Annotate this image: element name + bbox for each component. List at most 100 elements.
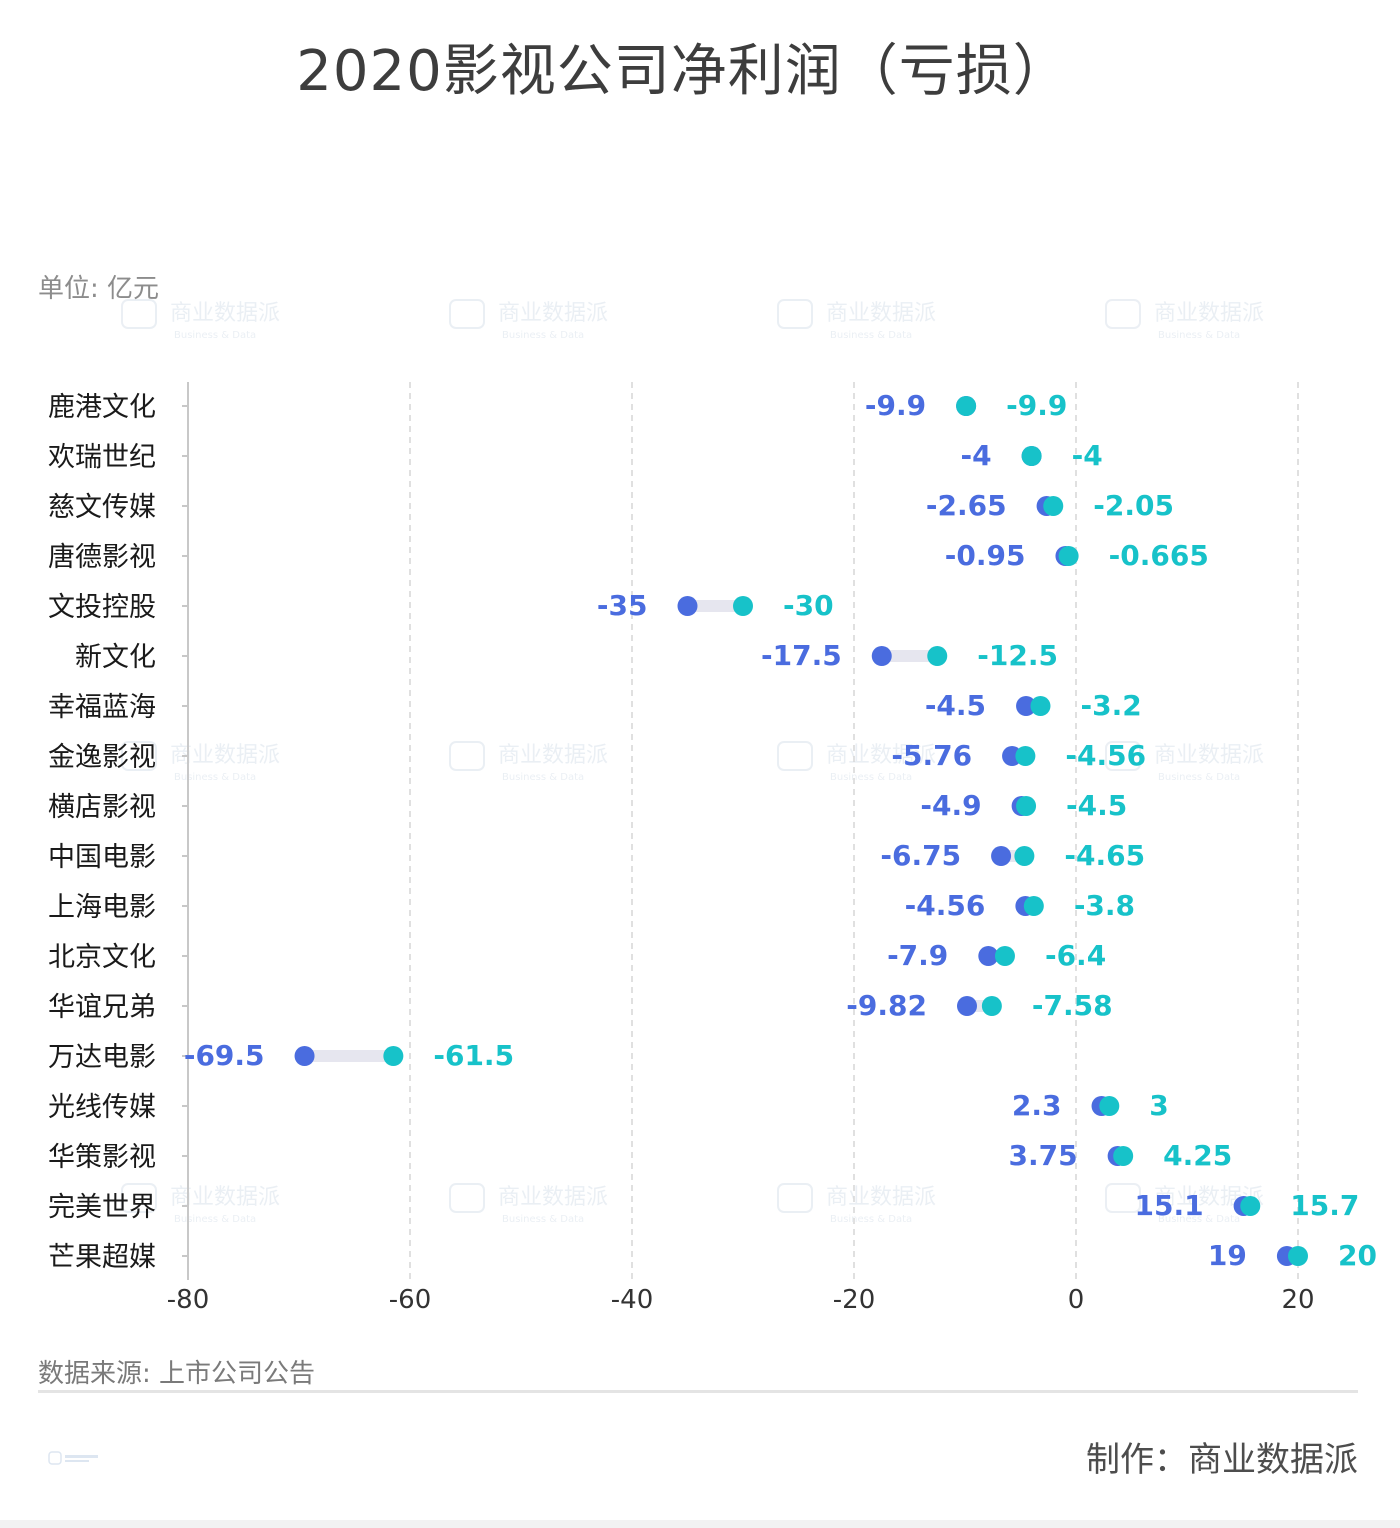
category-label: 金逸影视 bbox=[48, 742, 156, 773]
x-tick-label: -60 bbox=[389, 1285, 431, 1315]
high-value-label: -9.9 bbox=[1006, 389, 1067, 422]
high-value-label: 20 bbox=[1338, 1239, 1377, 1272]
low-value-label: -7.9 bbox=[887, 939, 948, 972]
watermark-logo-icon bbox=[121, 1183, 157, 1213]
low-point bbox=[677, 596, 698, 616]
watermark-logo-icon bbox=[121, 299, 157, 329]
category-label: 新文化 bbox=[75, 642, 156, 673]
watermark-text: 商业数据派 bbox=[826, 743, 936, 768]
low-value-label: -9.82 bbox=[846, 989, 927, 1022]
high-point bbox=[1021, 446, 1042, 466]
watermark-text: 商业数据派 bbox=[498, 301, 608, 326]
data-row: 上海电影 -4.56 -3.8 bbox=[48, 889, 1135, 923]
data-row: 北京文化 -7.9 -6.4 bbox=[48, 939, 1106, 973]
low-value-label: 3.75 bbox=[1009, 1139, 1078, 1172]
watermark-subtext: Business & Data bbox=[830, 330, 912, 341]
high-point bbox=[1099, 1096, 1120, 1116]
low-value-label: -4.5 bbox=[925, 689, 986, 722]
low-value-label: -4 bbox=[960, 439, 991, 472]
watermark-logo-icon bbox=[1105, 1183, 1141, 1213]
watermark: 商业数据派 Business & Data bbox=[121, 299, 280, 341]
watermark-subtext: Business & Data bbox=[174, 1214, 256, 1225]
bottom-band bbox=[0, 1520, 1400, 1528]
watermark: 商业数据派 Business & Data bbox=[449, 1183, 608, 1225]
watermark-subtext: Business & Data bbox=[830, 1214, 912, 1225]
high-value-label: -12.5 bbox=[977, 639, 1058, 672]
category-label: 光线传媒 bbox=[48, 1092, 156, 1123]
high-point bbox=[1240, 1196, 1261, 1216]
low-value-label: -6.75 bbox=[880, 839, 961, 872]
watermark-text: 商业数据派 bbox=[826, 301, 936, 326]
high-value-label: -3.8 bbox=[1074, 889, 1135, 922]
watermark: 商业数据派 Business & Data bbox=[449, 299, 608, 341]
data-row: 文投控股 -35 -30 bbox=[48, 589, 834, 623]
source-note: 数据来源: 上市公司公告 bbox=[38, 1359, 316, 1389]
watermark-subtext: Business & Data bbox=[1158, 330, 1240, 341]
data-row: 中国电影 -6.75 -4.65 bbox=[48, 839, 1145, 873]
watermark-logo-icon bbox=[777, 299, 813, 329]
chart-title: 2020影视公司净利润（亏损） bbox=[296, 39, 1070, 104]
high-point bbox=[994, 946, 1015, 966]
high-value-label: -3.2 bbox=[1080, 689, 1141, 722]
watermark-layer: 商业数据派 Business & Data 商业数据派 Business & Data… bbox=[121, 299, 1264, 1225]
high-point bbox=[1014, 846, 1035, 866]
high-value-label: 15.7 bbox=[1290, 1189, 1359, 1222]
watermark: 商业数据派 Business & Data bbox=[1105, 741, 1264, 783]
low-point bbox=[991, 846, 1012, 866]
category-label: 文投控股 bbox=[48, 592, 156, 623]
high-point bbox=[383, 1046, 404, 1066]
high-point bbox=[1015, 746, 1036, 766]
watermark: 商业数据派 Business & Data bbox=[449, 741, 608, 783]
high-value-label: -4.56 bbox=[1065, 739, 1146, 772]
watermark-text: 商业数据派 bbox=[1154, 301, 1264, 326]
high-point bbox=[981, 996, 1002, 1016]
low-value-label: -5.76 bbox=[891, 739, 972, 772]
data-row: 光线传媒 2.3 3 bbox=[48, 1089, 1169, 1123]
low-value-label: -9.9 bbox=[865, 389, 926, 422]
low-value-label: 19 bbox=[1208, 1239, 1247, 1272]
low-value-label: -0.95 bbox=[945, 539, 1026, 572]
high-point bbox=[1030, 696, 1051, 716]
watermark-subtext: Business & Data bbox=[174, 772, 256, 783]
watermark-logo-icon bbox=[449, 741, 485, 771]
high-value-label: -7.58 bbox=[1032, 989, 1113, 1022]
watermark: 商业数据派 Business & Data bbox=[777, 741, 936, 783]
high-value-label: -4.5 bbox=[1066, 789, 1127, 822]
low-point bbox=[294, 1046, 315, 1066]
high-value-label: -0.665 bbox=[1109, 539, 1209, 572]
watermark-logo-icon bbox=[121, 741, 157, 771]
category-label: 唐德影视 bbox=[48, 542, 156, 573]
low-point bbox=[978, 946, 999, 966]
data-row: 芒果超媒 19 20 bbox=[48, 1239, 1377, 1273]
watermark-text: 商业数据派 bbox=[826, 1185, 936, 1210]
high-value-label: -61.5 bbox=[433, 1039, 514, 1072]
high-value-label: -2.05 bbox=[1093, 489, 1174, 522]
high-point bbox=[1288, 1246, 1308, 1266]
low-point bbox=[1016, 696, 1037, 716]
data-row: 横店影视 -4.9 -4.5 bbox=[48, 789, 1127, 823]
high-value-label: -30 bbox=[783, 589, 834, 622]
category-label: 万达电影 bbox=[48, 1042, 156, 1073]
low-point bbox=[871, 646, 892, 666]
low-value-label: -2.65 bbox=[926, 489, 1007, 522]
unit-label: 单位: 亿元 bbox=[38, 274, 160, 304]
high-point bbox=[956, 396, 977, 416]
grid-lines: -80 -60 -40 -20 0 20 bbox=[167, 382, 1315, 1315]
category-label: 芒果超媒 bbox=[48, 1242, 156, 1273]
watermark-text: 商业数据派 bbox=[498, 1185, 608, 1210]
watermark-subtext: Business & Data bbox=[1158, 1214, 1240, 1225]
x-tick-label: -80 bbox=[167, 1285, 209, 1315]
data-row: 唐德影视 -0.95 -0.665 bbox=[48, 539, 1209, 573]
low-value-label: 2.3 bbox=[1012, 1089, 1062, 1122]
low-value-label: -4.9 bbox=[920, 789, 981, 822]
low-value-label: 15.1 bbox=[1135, 1189, 1204, 1222]
watermark-logo-icon bbox=[449, 1183, 485, 1213]
high-point bbox=[1058, 546, 1079, 566]
data-rows: 鹿港文化 -9.9 -9.9 欢瑞世纪 -4 -4 慈文传媒 -2.65 -2.05 唐德影视 -0… bbox=[48, 389, 1377, 1273]
data-row: 慈文传媒 -2.65 -2.05 bbox=[48, 489, 1174, 523]
category-label: 华谊兄弟 bbox=[48, 992, 156, 1023]
dumbbell-chart: 商业数据派 Business & Data 商业数据派 Business & Data… bbox=[48, 299, 1377, 1315]
high-value-label: -6.4 bbox=[1045, 939, 1106, 972]
watermark-logo-icon bbox=[777, 741, 813, 771]
data-row: 华策影视 3.75 4.25 bbox=[48, 1139, 1232, 1173]
